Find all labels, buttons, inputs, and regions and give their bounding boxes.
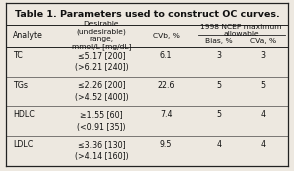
Text: 7.4: 7.4 — [160, 110, 172, 119]
Text: TGs: TGs — [13, 81, 28, 90]
Text: Analyte: Analyte — [13, 31, 43, 40]
Text: (>4.14 [160]): (>4.14 [160]) — [75, 153, 128, 161]
Text: 1998 NCEP maximum
allowable: 1998 NCEP maximum allowable — [200, 24, 282, 37]
Text: 9.5: 9.5 — [160, 140, 172, 149]
Text: ≤5.17 [200]: ≤5.17 [200] — [78, 51, 125, 60]
Text: HDLC: HDLC — [13, 110, 35, 119]
Text: 3: 3 — [260, 51, 266, 60]
Text: (>6.21 [240]): (>6.21 [240]) — [75, 63, 128, 72]
Text: 5: 5 — [216, 110, 222, 119]
Text: (<0.91 [35]): (<0.91 [35]) — [77, 123, 126, 132]
Text: 22.6: 22.6 — [157, 81, 175, 90]
Text: (>4.52 [400]): (>4.52 [400]) — [75, 93, 128, 102]
Text: TC: TC — [13, 51, 23, 60]
Text: ≥1.55 [60]: ≥1.55 [60] — [80, 110, 123, 119]
Text: Bias, %: Bias, % — [205, 38, 233, 44]
Text: 4: 4 — [260, 140, 266, 149]
Text: CVb, %: CVb, % — [153, 33, 180, 39]
Text: Desirable
(undesirable)
range,
mmol/L [mg/dL]: Desirable (undesirable) range, mmol/L [m… — [72, 21, 131, 50]
Text: 5: 5 — [216, 81, 222, 90]
Text: 4: 4 — [260, 110, 266, 119]
Text: ≤3.36 [130]: ≤3.36 [130] — [78, 140, 125, 149]
Text: 6.1: 6.1 — [160, 51, 172, 60]
Text: ≤2.26 [200]: ≤2.26 [200] — [78, 81, 125, 90]
Text: Table 1. Parameters used to construct OC curves.: Table 1. Parameters used to construct OC… — [15, 10, 279, 19]
Text: 5: 5 — [260, 81, 266, 90]
Text: 3: 3 — [216, 51, 222, 60]
Text: CVa, %: CVa, % — [250, 38, 276, 44]
Text: LDLC: LDLC — [13, 140, 34, 149]
Text: 4: 4 — [216, 140, 222, 149]
